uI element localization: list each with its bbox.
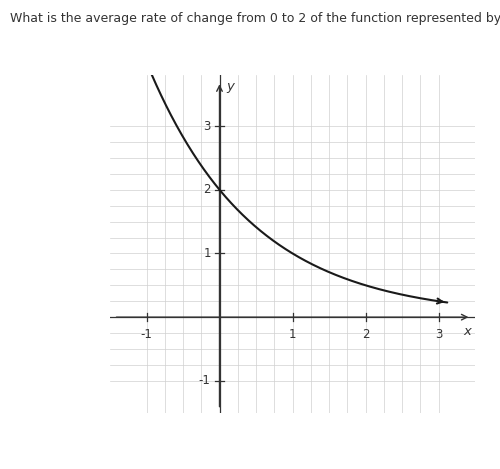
Text: x: x xyxy=(464,325,471,339)
Text: 2: 2 xyxy=(203,183,210,196)
Text: What is the average rate of change from 0 to 2 of the function represented by th: What is the average rate of change from … xyxy=(10,12,500,25)
Text: 1: 1 xyxy=(289,328,296,341)
Text: 3: 3 xyxy=(204,120,210,133)
Text: 2: 2 xyxy=(362,328,369,341)
Text: -1: -1 xyxy=(199,374,210,387)
Text: y: y xyxy=(227,80,234,93)
Text: -1: -1 xyxy=(140,328,152,341)
Text: 3: 3 xyxy=(435,328,442,341)
Text: 1: 1 xyxy=(203,247,210,260)
